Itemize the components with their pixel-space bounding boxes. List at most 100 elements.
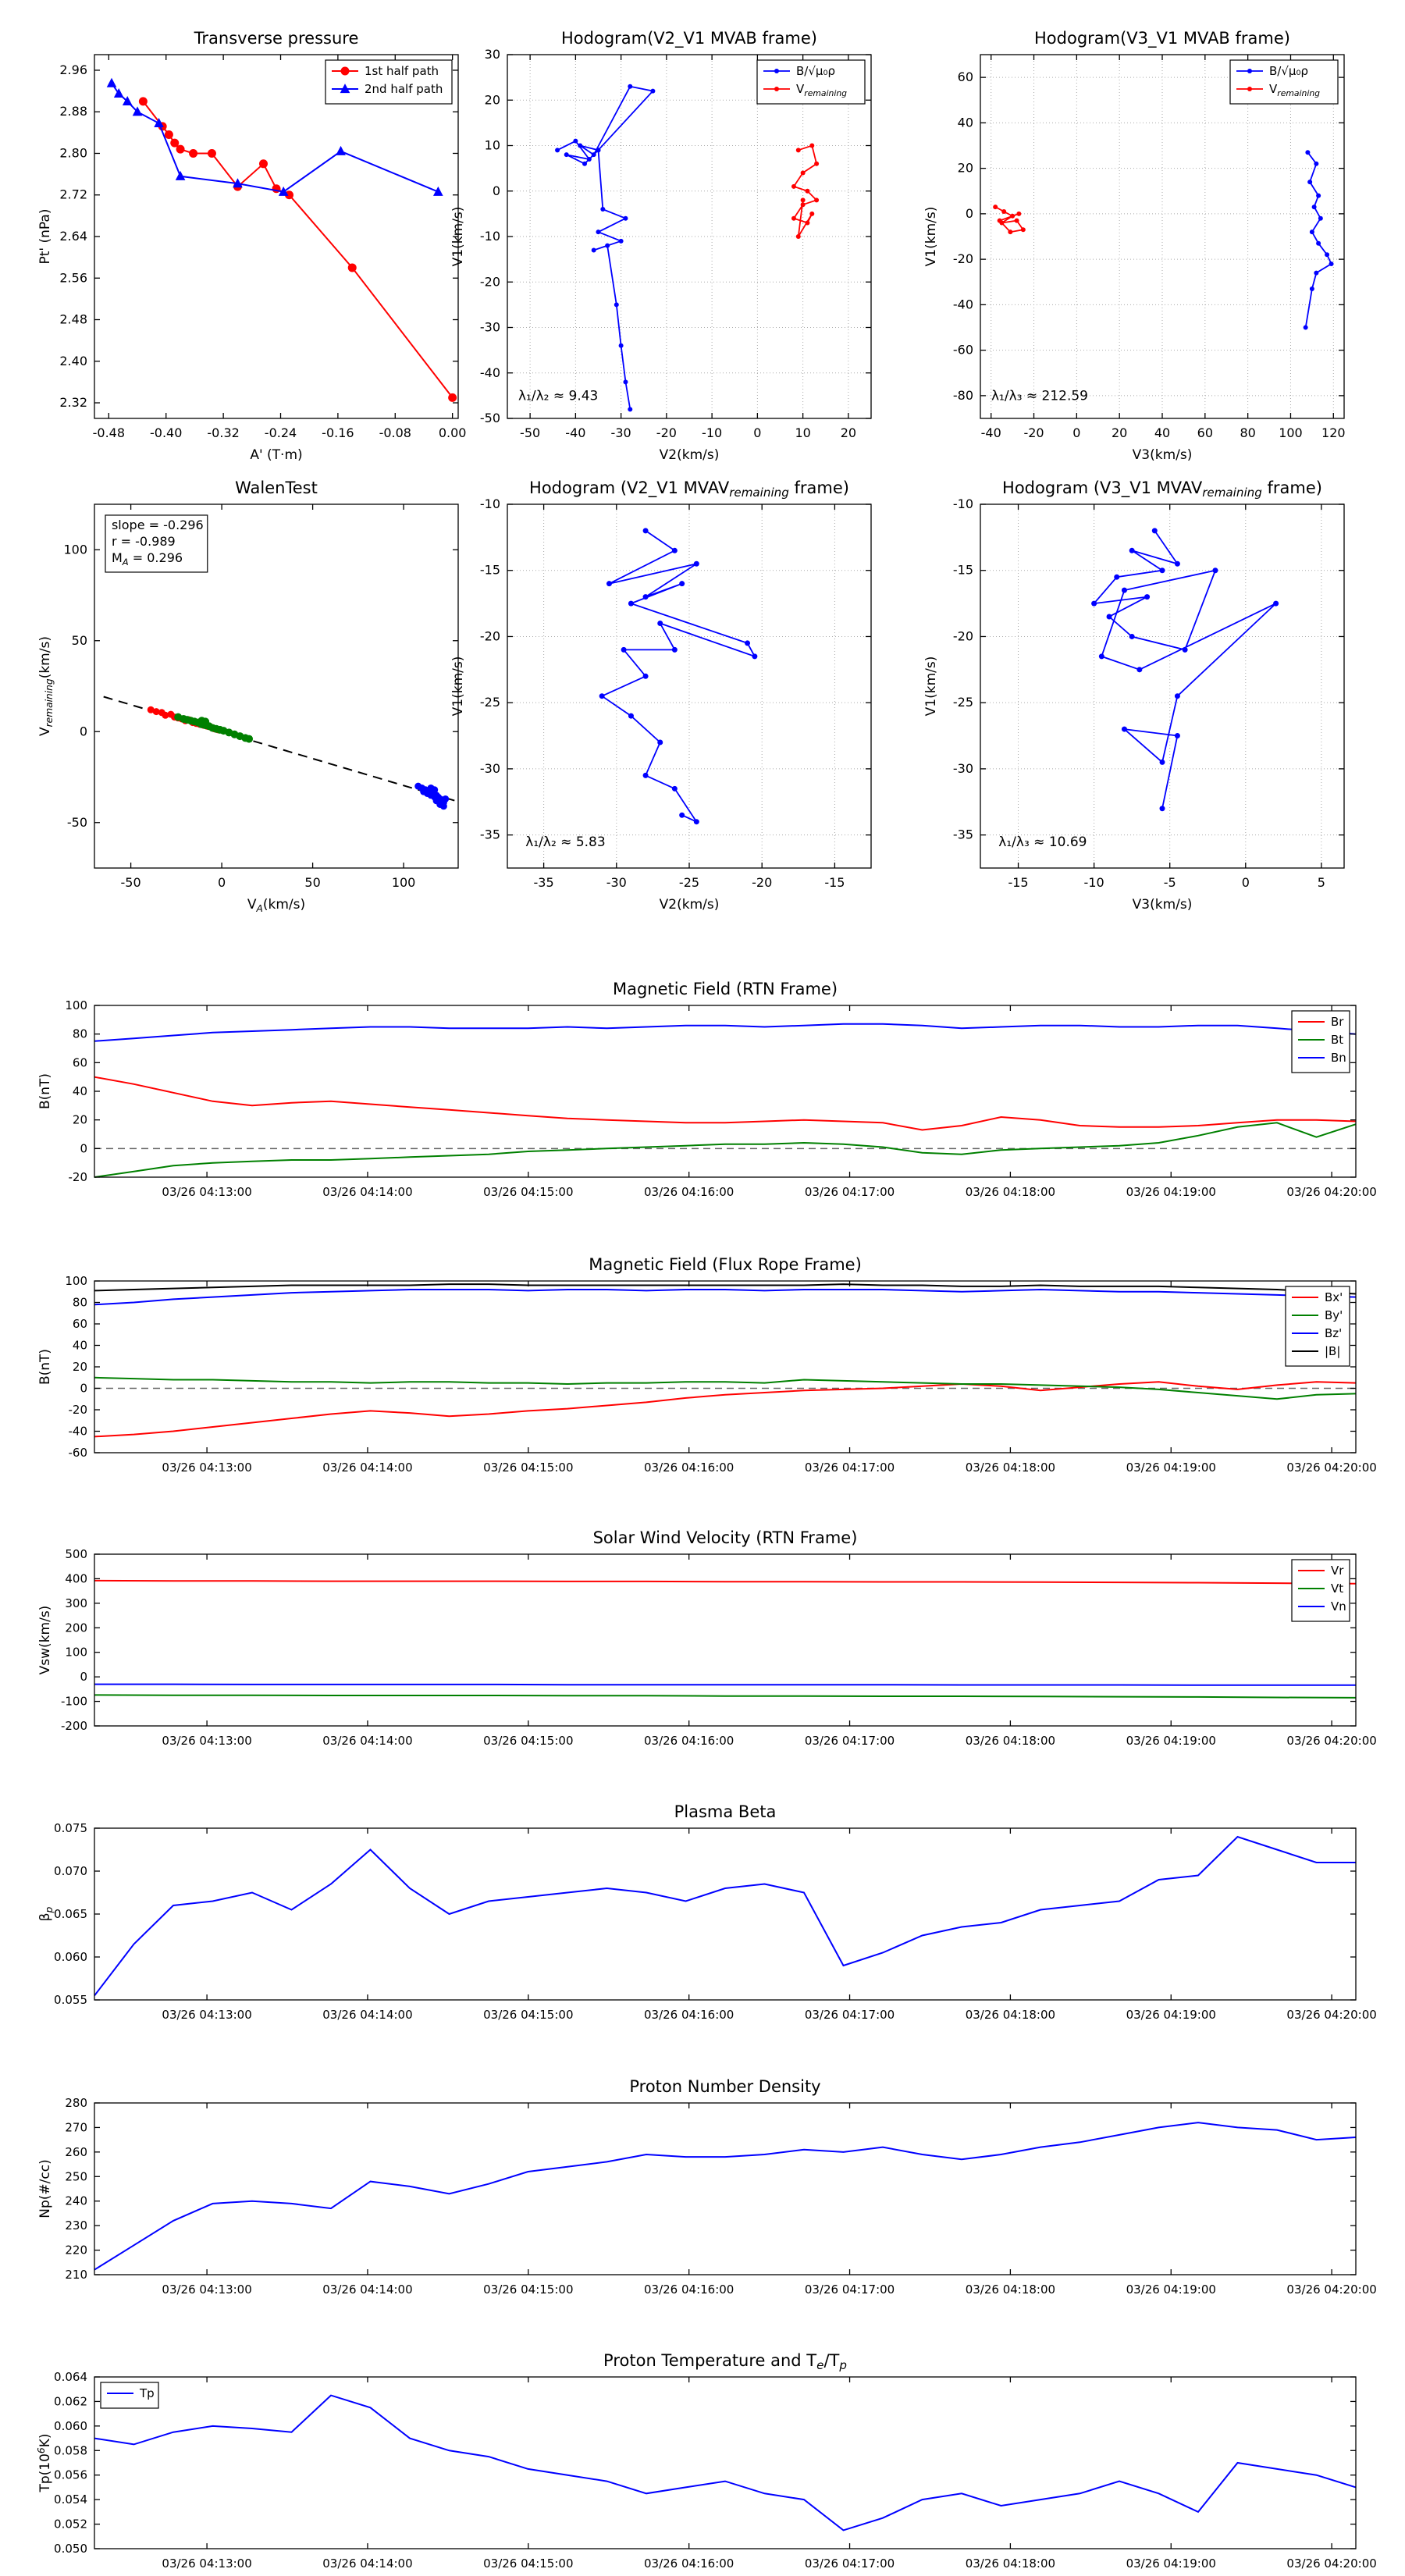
x-tick-label: 03/26 04:15:00 [483, 1461, 573, 1475]
y-tick-label: 240 [65, 2194, 87, 2208]
y-tick-label: -40 [953, 297, 973, 311]
y-tick-label: 60 [958, 69, 973, 84]
y-tick-label: 0.060 [54, 1950, 87, 1964]
series-markers-V~remaining~ [993, 205, 1026, 235]
x-tick-label: 0.00 [439, 425, 467, 440]
x-tick-label: -0.40 [150, 425, 182, 440]
legend-label: Vr [1331, 1564, 1344, 1578]
x-tick-label: -5 [1164, 875, 1176, 890]
legend-label: Vremaining [1269, 82, 1320, 98]
x-tick-label: 03/26 04:14:00 [322, 2282, 412, 2297]
annotation: λ₁/λ₃ ≈ 212.59 [991, 389, 1088, 404]
y-tick-label: 10 [485, 138, 500, 153]
series-line-By' [94, 1376, 1357, 1400]
y-tick-label: 0.065 [54, 1907, 87, 1921]
x-tick-label: 03/26 04:16:00 [644, 2556, 734, 2571]
y-axis-label: Tp(106K) [36, 2433, 53, 2492]
series-line-walen-test-0 [103, 696, 455, 802]
x-tick-label: 120 [1321, 425, 1346, 440]
series-markers-1st half path [138, 97, 457, 402]
series-line-Vt [94, 1694, 1357, 1699]
y-axis-label: B(nT) [37, 1073, 53, 1109]
y-tick-label: -30 [480, 320, 500, 335]
x-tick-label: -15 [1008, 875, 1028, 890]
x-tick-label: 0 [1242, 875, 1250, 890]
x-tick-label: -50 [121, 875, 141, 890]
x-tick-label: 03/26 04:13:00 [162, 1461, 251, 1475]
chart-title: Transverse pressure [194, 29, 359, 48]
legend-label: Bz' [1325, 1326, 1342, 1340]
chart-hodogram-v3v1-mvav: -15 -10 -5 0 5 -35 -30 -25 -20 -15 -10 Hodogram (V3… [923, 479, 1345, 913]
legend: Vr Vt Vn [1291, 1559, 1350, 1622]
y-tick-label: 230 [65, 2218, 87, 2233]
series-line-Tp [94, 2394, 1357, 2532]
y-tick-label: 0.064 [54, 2370, 87, 2384]
series-line-plasma-beta-0 [94, 1835, 1356, 1997]
x-tick-label: 03/26 04:15:00 [483, 1185, 573, 1199]
y-tick-label: 2.32 [59, 395, 87, 410]
series-line-Vr [94, 1579, 1357, 1585]
legend-label: Tp [139, 2386, 155, 2400]
x-tick-label: 03/26 04:20:00 [1286, 2556, 1376, 2571]
chart-title: Hodogram(V3_V1 MVAB frame) [1034, 29, 1290, 48]
series-markers-V~remaining~ [791, 143, 820, 239]
x-tick-label: -10 [702, 425, 722, 440]
x-tick-label: 03/26 04:17:00 [805, 1461, 895, 1475]
y-tick-label: 0 [966, 206, 973, 221]
y-tick-label: -60 [953, 343, 973, 358]
x-tick-label: 03/26 04:15:00 [483, 2008, 573, 2022]
legend-label: Bt [1331, 1033, 1343, 1047]
axes-frame [980, 503, 1345, 869]
x-tick-label: 10 [795, 425, 810, 440]
x-tick-label: 80 [1240, 425, 1255, 440]
x-tick-label: 03/26 04:13:00 [162, 2008, 251, 2022]
x-axis-label: A' (T·m) [250, 447, 302, 463]
x-tick-label: 03/26 04:15:00 [483, 2282, 573, 2297]
x-tick-label: 03/26 04:20:00 [1286, 1734, 1376, 1748]
y-tick-label: 2.64 [59, 229, 87, 244]
y-tick-label: 2.80 [59, 145, 87, 160]
y-tick-label: -20 [69, 1170, 88, 1184]
y-tick-label: 40 [958, 115, 973, 130]
x-axis-label: V3(km/s) [1133, 447, 1193, 463]
y-tick-label: -10 [480, 229, 500, 244]
y-tick-label: 200 [65, 1621, 87, 1635]
y-axis-label: V1(km/s) [923, 656, 939, 717]
series-markers-2nd half path [106, 77, 443, 196]
y-tick-label: 0 [80, 1141, 87, 1155]
y-tick-label: -200 [61, 1719, 87, 1733]
x-tick-label: -40 [565, 425, 585, 440]
y-tick-label: 0 [80, 1382, 87, 1396]
chart-hodogram-v2v1-mvab: -50 -40 -30 -20 -10 0 10 20 -50 -40 -30 -20 -10 0 10 20… [450, 29, 872, 463]
series-line-Bx' [94, 1381, 1357, 1438]
x-axis-label: V2(km/s) [660, 447, 720, 463]
legend-label: Vn [1331, 1599, 1346, 1614]
legend-label: B/√μ₀ρ [1269, 64, 1308, 78]
y-tick-label: -40 [69, 1425, 88, 1439]
y-axis-label: Pt' (nPa) [37, 209, 53, 265]
x-axis-label: VA(km/s) [247, 897, 305, 914]
chart-transverse-pressure: -0.48 -0.40 -0.32 -0.24 -0.16 -0.08 0.00 2.32 2.… [37, 29, 466, 463]
chart-plasma-beta: 03/26 04:13:00 03/26 04:14:00 03/26 04:15:… [37, 1802, 1377, 2022]
legend: B/√μ₀ρ Vremaining [756, 59, 866, 105]
y-axis-label: V1(km/s) [450, 207, 466, 267]
x-tick-label: -35 [534, 875, 554, 890]
legend-label: 1st half path [365, 64, 439, 78]
legend: 1st half path 2nd half path [325, 59, 453, 105]
x-tick-label: 03/26 04:17:00 [805, 1185, 895, 1199]
x-tick-label: -0.24 [265, 425, 297, 440]
chart-title: Plasma Beta [674, 1802, 777, 1821]
series-markers-walen-test-3 [414, 782, 450, 810]
chart-title: Magnetic Field (Flux Rope Frame) [589, 1255, 862, 1274]
legend-label: Br [1331, 1015, 1344, 1029]
chart-magnetic-field-rtn: 03/26 04:13:00 03/26 04:14:00 03/26 04:15:… [37, 980, 1377, 1199]
y-tick-label: -20 [953, 251, 973, 266]
x-tick-label: 03/26 04:17:00 [805, 2282, 895, 2297]
y-tick-label: 60 [73, 1055, 87, 1069]
chart-title: WalenTest [235, 479, 318, 497]
stats-text: MA = 0.296 [112, 550, 183, 568]
y-tick-label: 260 [65, 2145, 87, 2159]
y-tick-label: -30 [480, 761, 500, 776]
x-tick-label: -10 [1084, 875, 1104, 890]
